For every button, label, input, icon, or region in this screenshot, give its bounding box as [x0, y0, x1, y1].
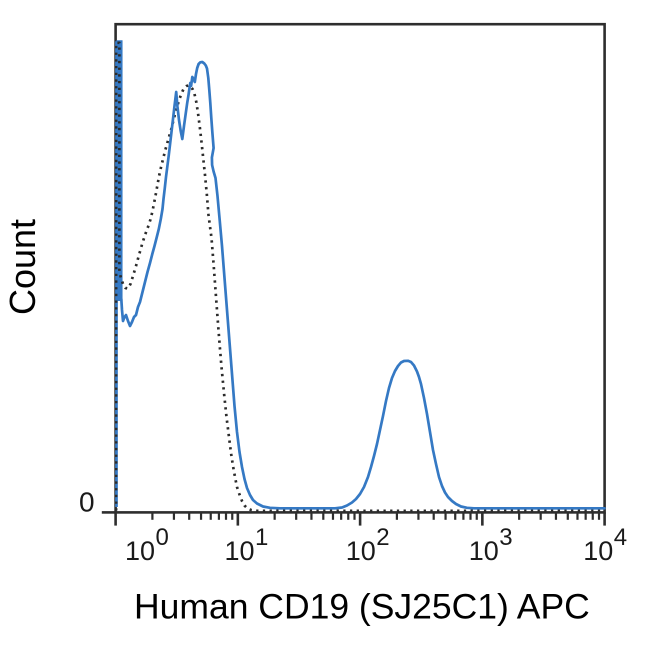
svg-text:2: 2 — [376, 524, 389, 551]
svg-text:4: 4 — [614, 524, 627, 551]
svg-text:3: 3 — [499, 524, 512, 551]
svg-text:10: 10 — [583, 536, 613, 566]
svg-text:0: 0 — [79, 487, 95, 518]
svg-text:10: 10 — [469, 536, 499, 566]
svg-text:10: 10 — [125, 536, 155, 566]
svg-text:Count: Count — [2, 219, 43, 315]
svg-text:0: 0 — [156, 524, 169, 551]
svg-text:10: 10 — [346, 536, 376, 566]
svg-text:Human CD19 (SJ25C1) APC: Human CD19 (SJ25C1) APC — [134, 587, 590, 627]
svg-text:1: 1 — [255, 524, 268, 551]
svg-text:10: 10 — [225, 536, 255, 566]
